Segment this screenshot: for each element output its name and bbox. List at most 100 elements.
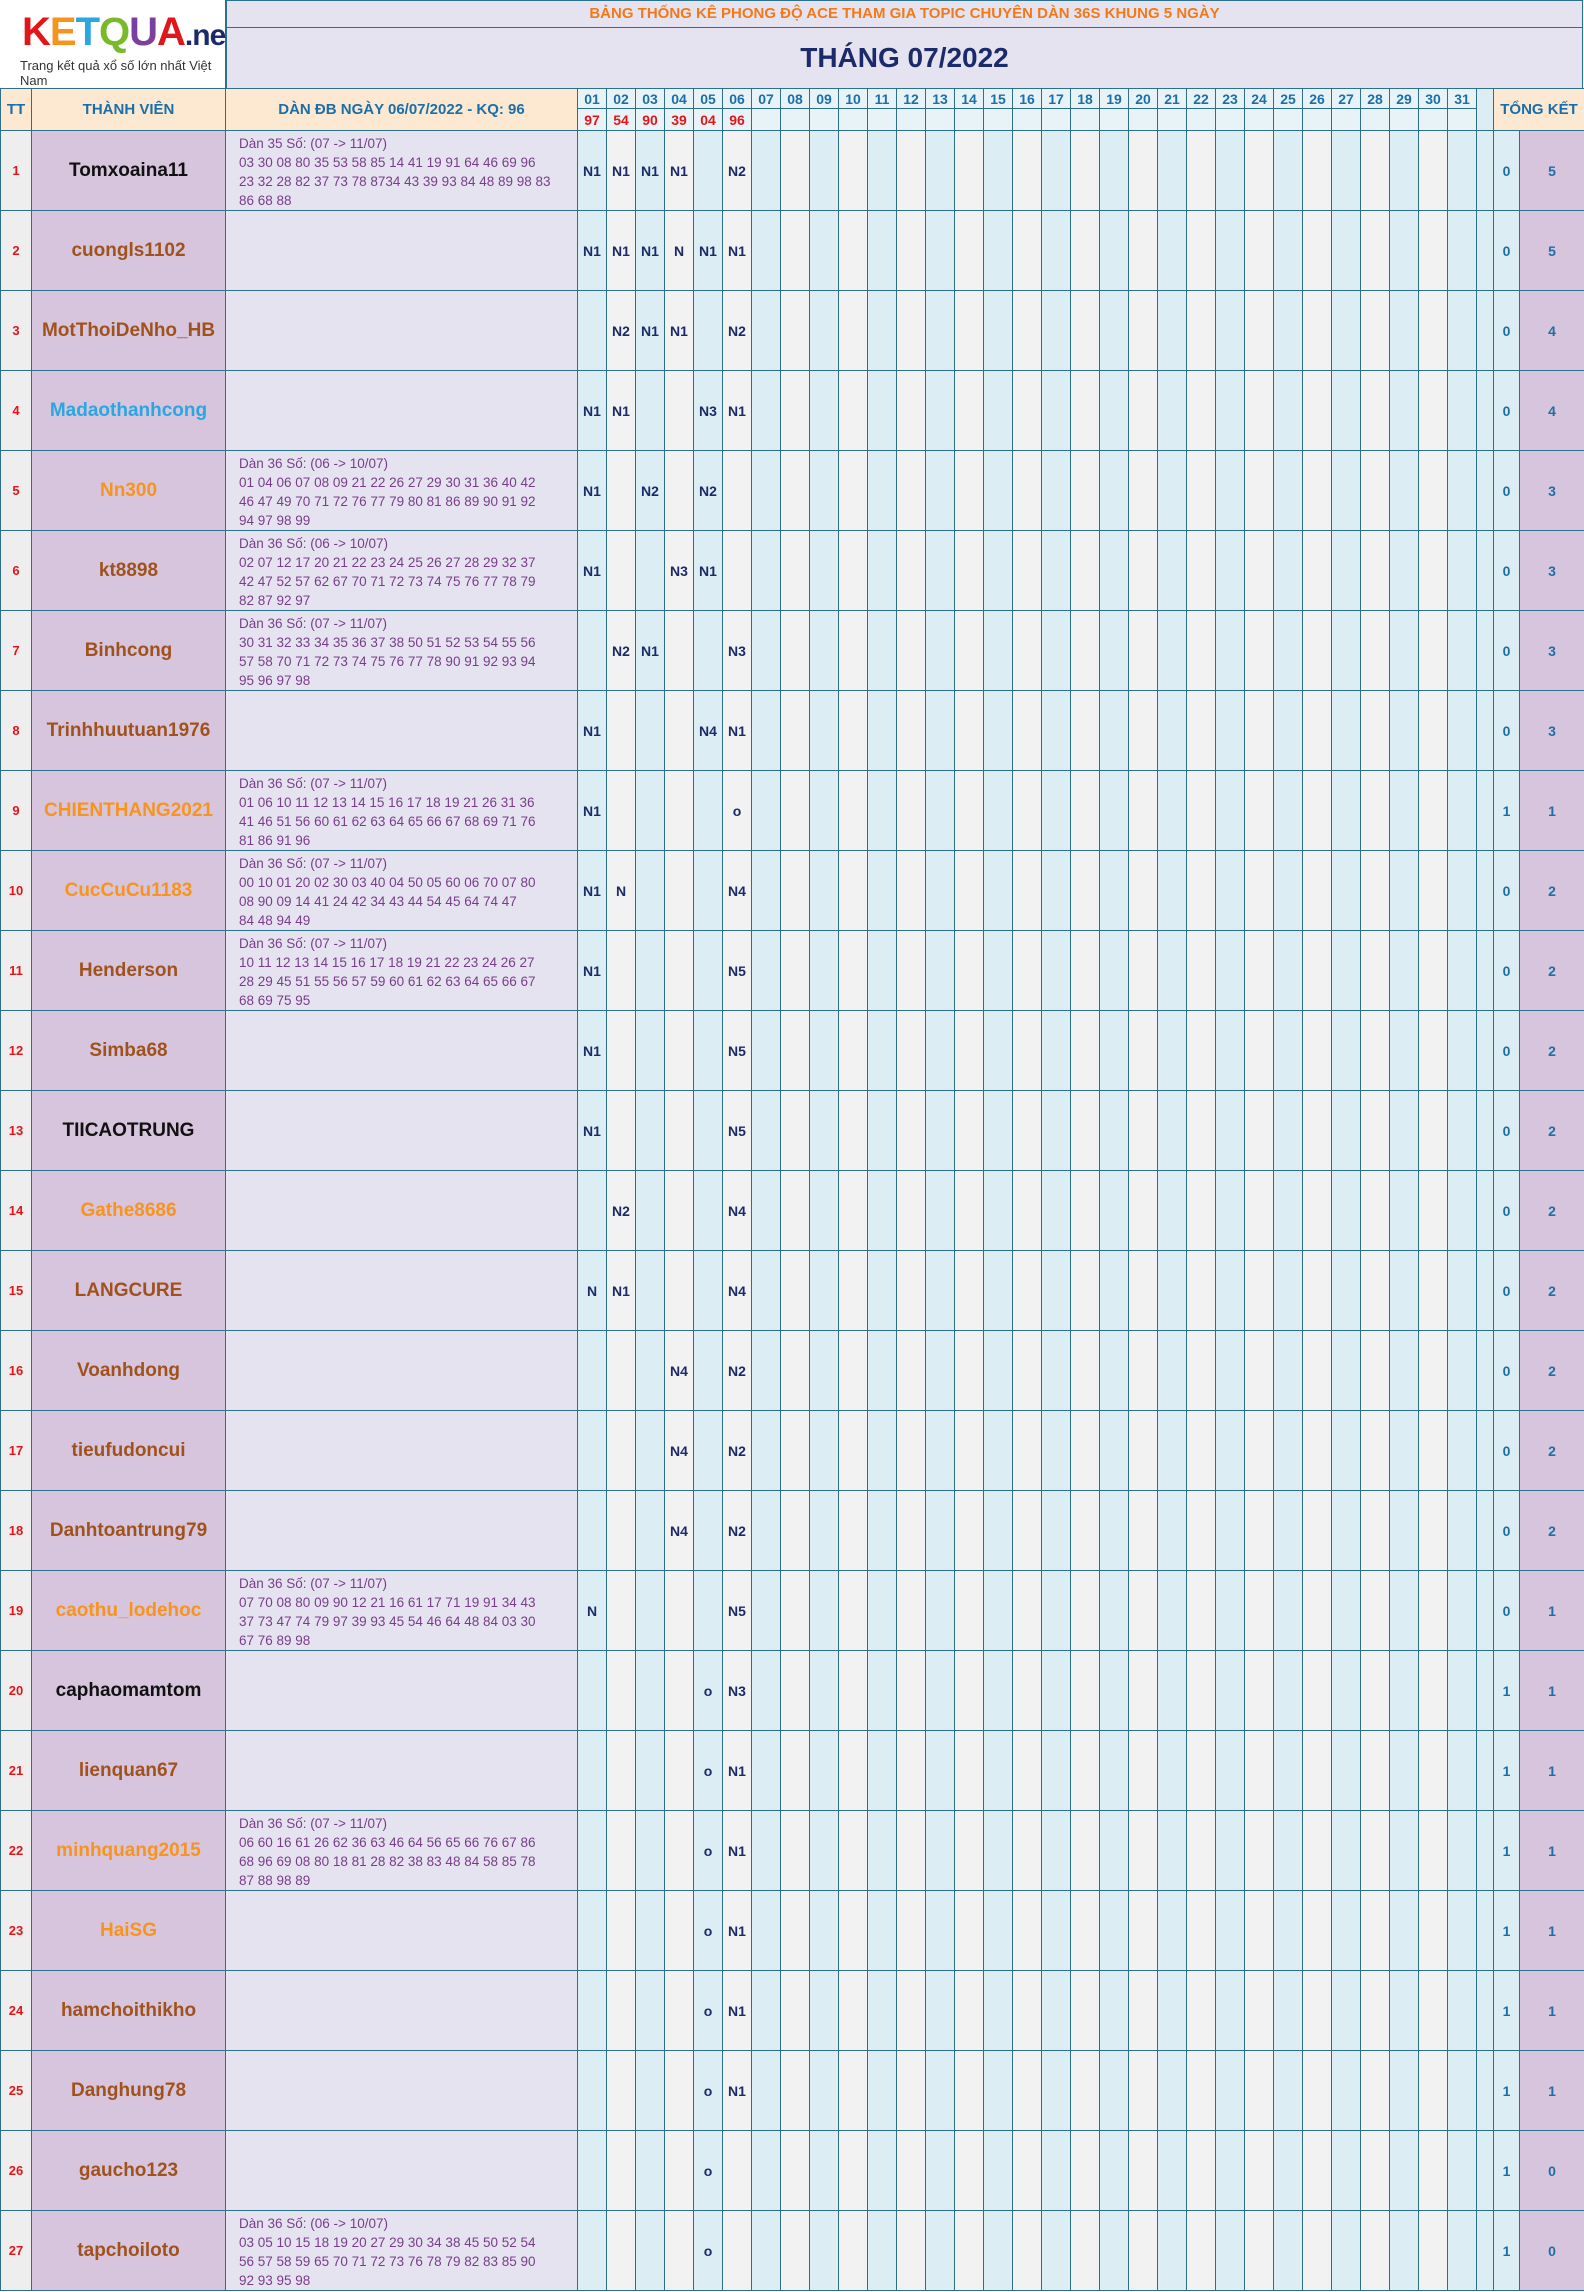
member-name[interactable]: minhquang2015 (31, 1810, 226, 1891)
day-cell (1186, 130, 1216, 211)
day-cell (1389, 690, 1419, 771)
day-cell (693, 1090, 723, 1171)
day-cell (1389, 290, 1419, 371)
separator-cell (1476, 2130, 1494, 2211)
day-cell: N1 (577, 1010, 607, 1091)
row-index: 19 (0, 1570, 32, 1651)
day-cell (1447, 1170, 1477, 1251)
dan-numbers: Dàn 36 Số: (07 -> 11/07) 00 10 01 20 02 3… (225, 850, 578, 931)
day-cell (780, 850, 810, 931)
table-row: 14 Gathe8686 N2 N4 0 2 (0, 1170, 1584, 1251)
day-cell (1389, 1010, 1419, 1091)
day-cell (1418, 1330, 1448, 1411)
day-cell (635, 1250, 665, 1331)
member-name[interactable]: tieufudoncui (31, 1410, 226, 1491)
day-cell (1244, 1330, 1274, 1411)
day-cell (1099, 1010, 1129, 1091)
day-cell (693, 290, 723, 371)
member-name[interactable]: Binhcong (31, 610, 226, 691)
member-name[interactable]: Trinhhuutuan1976 (31, 690, 226, 771)
member-name[interactable]: Madaothanhcong (31, 370, 226, 451)
day-cell (838, 2210, 868, 2291)
day-cell (780, 2130, 810, 2211)
day-cell (1186, 1730, 1216, 1811)
day-cell (925, 1810, 955, 1891)
table-row: 5 Nn300 Dàn 36 Số: (06 -> 10/07) 01 04 06 0… (0, 450, 1584, 531)
day-cell (606, 1730, 636, 1811)
result-cell (780, 108, 810, 131)
day-cell (1447, 690, 1477, 771)
member-name[interactable]: Danhtoantrung79 (31, 1490, 226, 1571)
member-name[interactable]: Gathe8686 (31, 1170, 226, 1251)
day-cell (751, 1890, 781, 1971)
member-name[interactable]: tapchoiloto (31, 2210, 226, 2291)
day-cell (1070, 1730, 1100, 1811)
member-name[interactable]: CucCuCu1183 (31, 850, 226, 931)
day-cell (809, 1970, 839, 2051)
ketqua-logo[interactable]: KETQUA.net Trang kết quả xổ số lớn nhất … (0, 0, 235, 88)
day-cell (1099, 370, 1129, 451)
member-name[interactable]: Henderson (31, 930, 226, 1011)
day-cell (983, 1250, 1013, 1331)
day-cell (1389, 1810, 1419, 1891)
day-cell (1360, 2050, 1390, 2131)
member-name[interactable]: TIICAOTRUNG (31, 1090, 226, 1171)
day-cell (1012, 1730, 1042, 1811)
member-name[interactable]: Tomxoaina11 (31, 130, 226, 211)
day-cell (867, 370, 897, 451)
member-name[interactable]: caphaomamtom (31, 1650, 226, 1731)
member-name[interactable]: CHIENTHANG2021 (31, 770, 226, 851)
day-cell (867, 850, 897, 931)
day-cell (577, 1490, 607, 1571)
day-cell: N1 (722, 690, 752, 771)
day-cell: N4 (722, 1170, 752, 1251)
day-cell (1244, 2210, 1274, 2291)
day-cell (1128, 2050, 1158, 2131)
member-name[interactable]: caothu_lodehoc (31, 1570, 226, 1651)
day-cell (954, 1410, 984, 1491)
member-name[interactable]: Voanhdong (31, 1330, 226, 1411)
day-cell (780, 930, 810, 1011)
member-name[interactable]: lienquan67 (31, 1730, 226, 1811)
day-cell (1012, 290, 1042, 371)
dan-numbers: Dàn 36 Số: (06 -> 10/07) 01 04 06 07 08 0… (225, 450, 578, 531)
member-name[interactable]: Simba68 (31, 1010, 226, 1091)
dan-numbers (225, 370, 578, 451)
day-header: 10 (838, 88, 868, 109)
day-cell (809, 2050, 839, 2131)
member-name[interactable]: hamchoithikho (31, 1970, 226, 2051)
day-header: 12 (896, 88, 926, 109)
day-cell (1273, 130, 1303, 211)
member-name[interactable]: MotThoiDeNho_HB (31, 290, 226, 371)
dan-numbers: Dàn 36 Số: (07 -> 11/07) 10 11 12 13 14 1… (225, 930, 578, 1011)
day-cell (1302, 1730, 1332, 1811)
member-name[interactable]: Danghung78 (31, 2050, 226, 2131)
day-cell (1099, 2210, 1129, 2291)
member-name[interactable]: HaiSG (31, 1890, 226, 1971)
day-cell (1302, 1410, 1332, 1491)
day-cell (1215, 290, 1245, 371)
day-cell (954, 930, 984, 1011)
day-cell (954, 690, 984, 771)
total-wins: 1 (1493, 1970, 1520, 2051)
day-cell (1215, 1410, 1245, 1491)
separator-cell (1476, 1970, 1494, 2051)
day-cell (1302, 690, 1332, 771)
separator-cell (1476, 1890, 1494, 1971)
day-cell (867, 1170, 897, 1251)
day-cell (1070, 2210, 1100, 2291)
member-name[interactable]: kt8898 (31, 530, 226, 611)
day-cell (896, 530, 926, 611)
day-cell (1389, 210, 1419, 291)
day-cell (751, 210, 781, 291)
day-cell (1331, 1010, 1361, 1091)
member-name[interactable]: cuongls1102 (31, 210, 226, 291)
day-cell (1273, 2130, 1303, 2211)
total-score: 1 (1519, 1570, 1584, 1651)
member-name[interactable]: Nn300 (31, 450, 226, 531)
day-cell (664, 1010, 694, 1091)
day-cell (1041, 770, 1071, 851)
member-name[interactable]: gaucho123 (31, 2130, 226, 2211)
day-cell: N5 (722, 1570, 752, 1651)
member-name[interactable]: LANGCURE (31, 1250, 226, 1331)
